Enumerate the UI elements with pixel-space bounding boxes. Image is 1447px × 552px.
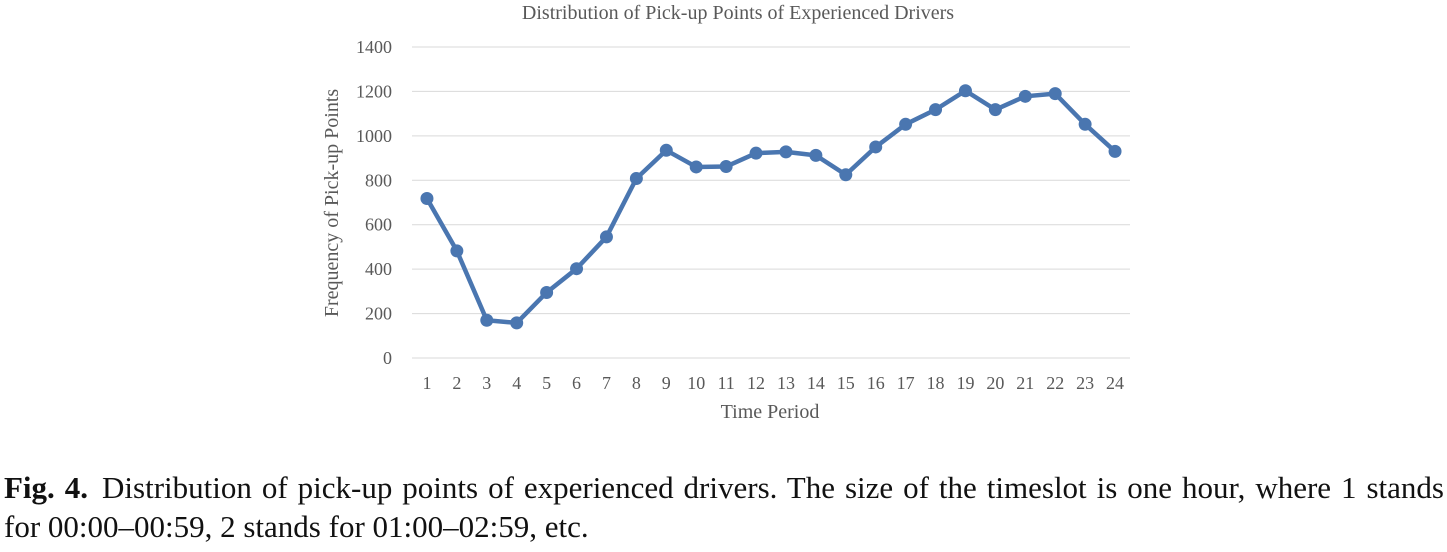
x-tick-label: 23: [1076, 373, 1094, 393]
x-tick-label: 14: [807, 373, 825, 393]
y-tick-label: 1200: [356, 81, 392, 101]
data-point: [540, 285, 554, 299]
x-tick-label: 12: [747, 373, 765, 393]
caption-text: Distribution of pick-up points of experi…: [4, 470, 1444, 544]
data-point: [839, 168, 853, 182]
figure-caption: Fig. 4. Distribution of pick-up points of…: [4, 468, 1444, 546]
data-point: [1078, 117, 1092, 131]
data-point: [749, 146, 763, 160]
y-tick-label: 200: [365, 304, 392, 324]
x-tick-label: 2: [452, 373, 461, 393]
data-point: [420, 192, 434, 206]
x-tick-label: 11: [717, 373, 734, 393]
data-point: [599, 230, 613, 244]
x-axis-ticks: 1 2 3 4 5 6 7 8 9 10 11 12 13 14 15 16 17 18 19 20 21 22 23 24: [422, 373, 1124, 393]
line-chart: Distribution of Pick-up Points of Experi…: [321, 2, 1130, 423]
data-point: [510, 316, 524, 330]
x-axis-title: Time Period: [721, 401, 820, 423]
data-point: [929, 103, 943, 117]
y-tick-label: 600: [365, 215, 392, 235]
x-tick-label: 15: [837, 373, 855, 393]
x-tick-label: 21: [1016, 373, 1034, 393]
data-point: [1048, 87, 1062, 101]
data-point: [689, 160, 703, 174]
x-tick-label: 7: [602, 373, 611, 393]
x-tick-label: 9: [662, 373, 671, 393]
x-tick-label: 17: [897, 373, 915, 393]
y-axis-title: Frequency of Pick-up Points: [321, 89, 343, 318]
y-tick-label: 0: [383, 348, 392, 368]
caption-label: Fig. 4.: [4, 470, 89, 505]
x-tick-label: 13: [777, 373, 795, 393]
data-point: [629, 172, 643, 186]
data-point: [869, 140, 883, 154]
x-tick-label: 22: [1046, 373, 1064, 393]
data-point: [480, 313, 494, 327]
data-point: [899, 117, 913, 131]
x-tick-label: 10: [687, 373, 705, 393]
y-tick-label: 1400: [356, 37, 392, 57]
x-tick-label: 6: [572, 373, 581, 393]
chart-title: Distribution of Pick-up Points of Experi…: [522, 2, 954, 24]
x-tick-label: 18: [927, 373, 945, 393]
x-tick-label: 16: [867, 373, 885, 393]
y-tick-label: 400: [365, 259, 392, 279]
data-point: [1018, 89, 1032, 103]
data-point: [958, 84, 972, 98]
data-point: [570, 262, 584, 276]
x-tick-label: 3: [482, 373, 491, 393]
data-point: [719, 160, 733, 174]
y-tick-label: 1000: [356, 126, 392, 146]
x-tick-label: 19: [956, 373, 974, 393]
data-point: [988, 103, 1002, 117]
x-tick-label: 1: [422, 373, 431, 393]
x-tick-label: 4: [512, 373, 521, 393]
x-tick-label: 24: [1106, 373, 1124, 393]
data-point: [809, 148, 823, 162]
series-line: [424, 88, 1118, 326]
data-point: [659, 143, 673, 157]
y-tick-label: 800: [365, 170, 392, 190]
x-tick-label: 8: [632, 373, 641, 393]
series-group: [420, 84, 1122, 330]
gridlines: [412, 46, 1130, 359]
y-axis-ticks: 0 200 400 600 800 1000 1200 1400: [356, 37, 392, 368]
x-tick-label: 20: [986, 373, 1004, 393]
x-tick-label: 5: [542, 373, 551, 393]
data-point: [1108, 144, 1122, 158]
data-point: [779, 145, 793, 159]
data-point: [450, 244, 464, 258]
